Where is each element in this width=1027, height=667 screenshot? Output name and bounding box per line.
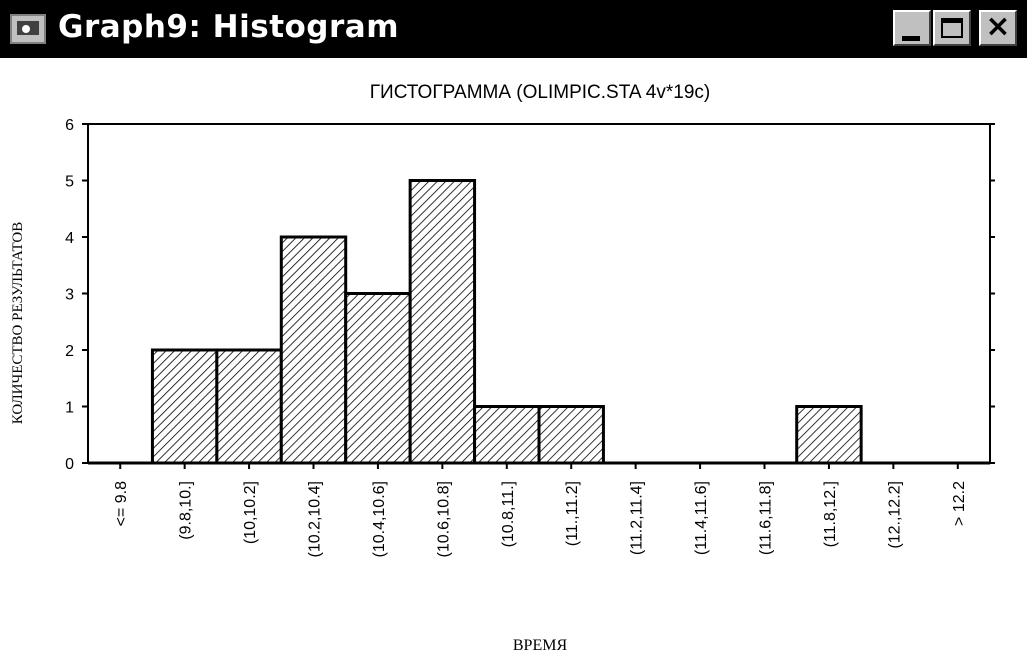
histogram-chart: ГИСТОГРАММА (OLIMPIC.STA 4v*19c) КОЛИЧЕС… [10, 82, 995, 654]
y-tick-label: 3 [65, 287, 74, 304]
maximize-icon [941, 18, 963, 38]
x-tick-label: (10,10.2] [242, 481, 259, 544]
y-tick-label: 2 [65, 343, 74, 360]
x-tick-label: (9.8,10.] [178, 481, 195, 540]
x-axis-label: ВРЕМЯ [513, 637, 568, 654]
histogram-bar [795, 405, 863, 465]
x-tick-label: (10.4,10.6] [371, 481, 388, 558]
x-tick-label: (11.6,11.8] [758, 481, 775, 555]
y-axis-label: КОЛИЧЕСТВО РЕЗУЛЬТАТОВ [10, 222, 26, 425]
x-tick-label: (10.6,10.8] [435, 481, 452, 558]
y-tick-label: 6 [65, 117, 74, 134]
x-tick-label: <= 9.8 [113, 481, 130, 526]
histogram-bar [279, 235, 348, 465]
window-title: Graph9: Histogram [58, 9, 400, 45]
y-tick-label: 5 [65, 174, 74, 191]
y-tick-label: 0 [65, 456, 74, 473]
close-button[interactable]: × [979, 10, 1017, 46]
histogram-bar [150, 348, 219, 465]
title-bar[interactable]: Graph9: Histogram × [0, 0, 1027, 58]
chart-area: ГИСТОГРАММА (OLIMPIC.STA 4v*19c) КОЛИЧЕС… [0, 58, 1027, 667]
minimize-button[interactable] [893, 10, 931, 46]
app-icon[interactable] [10, 14, 46, 44]
histogram-bar [408, 179, 477, 465]
y-tick-label: 4 [65, 230, 74, 247]
x-tick-label: (11.4,11.6] [693, 481, 710, 555]
close-icon: × [985, 9, 1011, 44]
minimize-icon [902, 36, 920, 41]
histogram-bar [215, 348, 283, 465]
x-tick-label: (11.,11.2] [564, 481, 581, 546]
histogram-bar [537, 405, 605, 465]
maximize-button[interactable] [933, 10, 971, 46]
histogram-bar [473, 405, 541, 465]
histogram-bar [344, 292, 412, 465]
chart-title: ГИСТОГРАММА (OLIMPIC.STA 4v*19c) [370, 82, 710, 103]
x-tick-label: (11.8,12.] [822, 481, 839, 547]
x-tick-label: (10.8,11.] [500, 481, 517, 547]
x-tick-label: (10.2,10.4] [307, 481, 324, 558]
x-tick-label: > 12.2 [951, 481, 968, 526]
x-tick-label: (11.2,11.4] [629, 481, 646, 555]
x-tick-label: (12.,12.2] [886, 481, 903, 549]
y-tick-label: 1 [65, 400, 74, 417]
